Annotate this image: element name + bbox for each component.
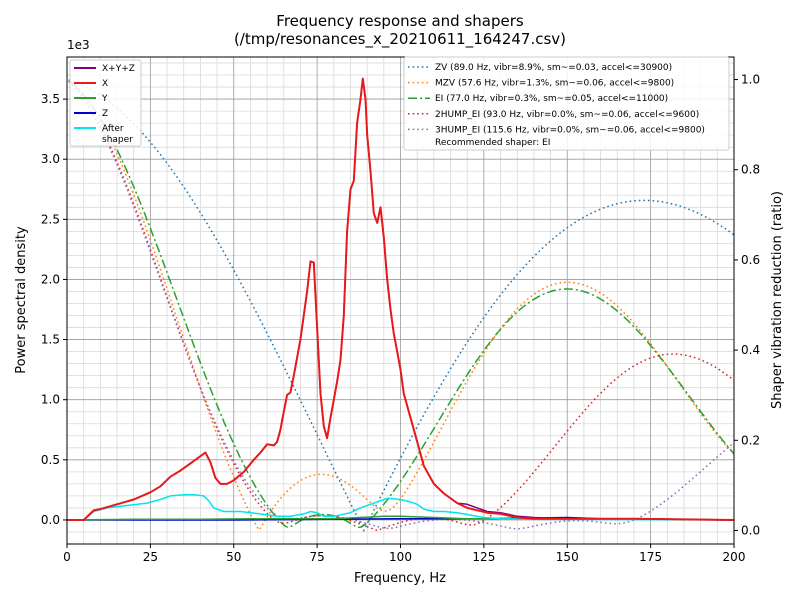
psd-line-x	[67, 77, 735, 521]
psd-lines	[66, 77, 735, 521]
legend-psd-label: X	[102, 79, 108, 89]
x-tick-label: 0	[63, 550, 71, 564]
x-tick-label: 200	[723, 550, 746, 564]
x-axis-label: Frequency, Hz	[354, 571, 446, 586]
legend-psd-label: After	[102, 124, 124, 134]
y-tick-label: 0.5	[41, 453, 60, 467]
y-tick-label: 0.0	[41, 513, 60, 527]
y2-tick-label: 1.0	[741, 73, 760, 87]
legend-shapers-box	[403, 56, 730, 151]
legend-shaper-label: 2HUMP_EI (93.0 Hz, vibr=0.0%, sm~=0.06, …	[435, 110, 699, 120]
legend-shaper-label: EI (77.0 Hz, vibr=0.3%, sm~=0.05, accel<…	[435, 94, 668, 104]
legend-psd-box	[69, 59, 142, 147]
shaper-line-2hump-ei	[68, 80, 735, 532]
psd-line-after-shaper	[67, 493, 735, 521]
y-tick-label: 2.5	[41, 212, 60, 226]
y-tick-label: 1.0	[41, 393, 60, 407]
y-axis-label: Power spectral density	[14, 226, 29, 374]
legend-shapers: Recommended shaper: EI ZV (89.0 Hz, vibr…	[403, 56, 730, 151]
legend-psd-label: shaper	[102, 135, 133, 145]
shaper-line-3hump-ei	[68, 80, 735, 530]
x-tick-label: 25	[143, 550, 158, 564]
legend-psd-label: Z	[102, 109, 108, 119]
recommended-shaper-text: Recommended shaper: EI	[435, 138, 550, 148]
y-tick-label: 2.0	[41, 272, 60, 286]
x-tick-label: 50	[226, 550, 241, 564]
legend-psd-label: X+Y+Z	[102, 64, 135, 74]
y-axis-ticks: 0.0 0.5 1.0 1.5 2.0 2.5 3.0 3.5	[41, 92, 67, 527]
y-multiplier-label: 1e3	[67, 38, 90, 52]
x-tick-label: 75	[309, 550, 324, 564]
x-tick-label: 150	[556, 550, 579, 564]
y2-tick-label: 0.4	[741, 343, 760, 357]
legend-shaper-label: MZV (57.6 Hz, vibr=1.3%, sm~=0.06, accel…	[435, 79, 674, 89]
chart-title: Frequency response and shapers	[276, 12, 524, 30]
x-tick-label: 175	[639, 550, 662, 564]
x-tick-label: 100	[389, 550, 412, 564]
y2-tick-label: 0.0	[741, 523, 760, 537]
y-tick-label: 1.5	[41, 333, 60, 347]
legend-shaper-label: ZV (89.0 Hz, vibr=8.9%, sm~=0.03, accel<…	[435, 63, 672, 73]
shaper-lines	[68, 79, 735, 533]
y2-axis-label: Shaper vibration reduction (ratio)	[770, 191, 785, 409]
y2-axis-ticks: 0.0 0.2 0.4 0.6 0.8 1.0	[734, 73, 760, 537]
y-tick-label: 3.0	[41, 152, 60, 166]
legend-shaper-label: 3HUMP_EI (115.6 Hz, vibr=0.0%, sm~=0.06,…	[435, 125, 705, 135]
legend-psd-label: Y	[101, 94, 108, 104]
x-axis-ticks: 0 25 50 75 100 125 150 175 200	[63, 544, 745, 564]
x-tick-label: 125	[472, 550, 495, 564]
shaper-line-mzv	[68, 80, 735, 532]
shaper-line-zv	[68, 79, 735, 533]
y-tick-label: 3.5	[41, 92, 60, 106]
y2-tick-label: 0.6	[741, 253, 760, 267]
chart-subtitle: (/tmp/resonances_x_20210611_164247.csv)	[234, 30, 566, 49]
y2-tick-label: 0.2	[741, 433, 760, 447]
y2-tick-label: 0.8	[741, 163, 760, 177]
